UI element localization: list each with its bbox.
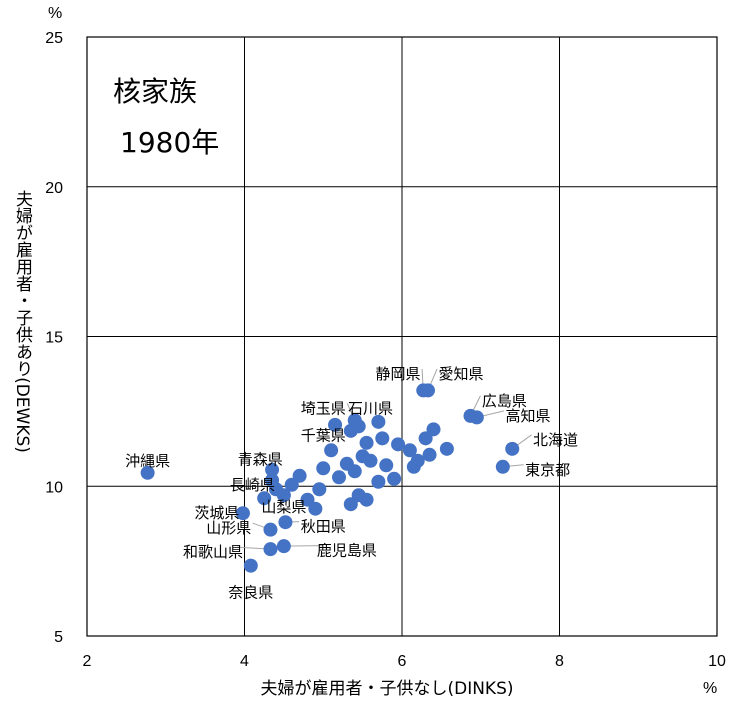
point-label: 青森県	[238, 450, 283, 468]
data-point	[347, 413, 362, 428]
data-point	[265, 462, 280, 477]
data-point	[284, 477, 299, 492]
point-label: 高知県	[505, 407, 550, 425]
data-point	[312, 482, 327, 497]
data-point	[375, 431, 390, 446]
point-label: 埼玉県	[301, 399, 346, 417]
data-point	[363, 453, 378, 468]
data-point	[371, 414, 386, 429]
data-point	[316, 461, 331, 476]
y-tick-label: 15	[45, 330, 63, 347]
point-label: 沖縄県	[125, 452, 170, 470]
data-point	[278, 515, 293, 530]
data-point	[343, 497, 358, 512]
point-label: 愛知県	[439, 365, 484, 383]
annotation-line-1: 核家族	[113, 75, 197, 108]
data-point	[308, 501, 323, 516]
data-point	[359, 492, 374, 507]
data-point	[276, 539, 291, 554]
x-tick-label: 8	[555, 653, 564, 670]
data-point	[469, 410, 484, 425]
data-point	[243, 558, 258, 573]
y-tick-label: 10	[45, 479, 63, 496]
data-point	[292, 468, 307, 483]
data-points	[140, 383, 520, 573]
data-point	[495, 459, 510, 474]
data-point	[324, 443, 339, 458]
data-point	[426, 422, 441, 437]
point-label: 山梨県	[261, 498, 306, 516]
point-label: 北海道	[533, 431, 578, 449]
x-tick-label: 4	[240, 653, 249, 670]
tick-labels: 2 4 6 8 10 5 10 15 20 25	[45, 30, 726, 670]
data-point	[328, 417, 343, 432]
y-axis-title: 夫婦が雇用者・子供あり(DEWKS)	[12, 190, 33, 453]
data-point	[418, 431, 433, 446]
data-point	[300, 492, 315, 507]
point-label: 和歌山県	[183, 543, 243, 561]
point-label: 長崎県	[230, 476, 275, 494]
y-tick-label: 5	[54, 629, 63, 646]
data-point	[371, 474, 386, 489]
data-point	[359, 435, 374, 450]
data-point	[379, 458, 394, 473]
data-point	[347, 464, 362, 479]
data-point	[140, 465, 155, 480]
x-axis-title: 夫婦が雇用者・子供なし(DINKS)	[260, 679, 513, 699]
point-label: 広島県	[482, 392, 527, 410]
data-point	[391, 437, 406, 452]
point-label: 鹿児島県	[317, 542, 377, 560]
data-point	[332, 470, 346, 485]
gridlines	[87, 37, 717, 636]
point-label: 奈良県	[228, 584, 273, 602]
point-label: 千葉県	[301, 426, 346, 444]
x-tick-label: 2	[83, 653, 92, 670]
y-tick-label: 25	[45, 30, 63, 47]
annotation-line-2: 1980年	[120, 126, 219, 159]
data-point	[263, 522, 278, 537]
data-point	[406, 459, 421, 474]
x-tick-label: 10	[708, 653, 726, 670]
data-point	[387, 471, 402, 486]
plot-area-frame	[86, 36, 718, 637]
point-label: 秋田県	[301, 518, 346, 536]
y-tick-label: 20	[45, 180, 63, 197]
data-point	[439, 441, 454, 456]
point-label: 山形県	[206, 519, 251, 537]
x-axis-unit: %	[703, 680, 717, 697]
data-point	[257, 491, 272, 506]
data-point	[276, 488, 291, 503]
data-point	[422, 447, 437, 462]
y-axis-unit: %	[48, 5, 62, 22]
data-point	[263, 542, 278, 557]
point-label: 石川県	[348, 399, 393, 417]
x-tick-label: 6	[398, 653, 407, 670]
data-point	[505, 441, 520, 456]
point-label: 東京都	[525, 461, 570, 479]
data-point	[402, 443, 417, 458]
data-point	[420, 383, 435, 398]
data-point	[235, 506, 250, 521]
point-label: 茨城県	[194, 504, 239, 522]
point-label: 静岡県	[376, 365, 421, 383]
